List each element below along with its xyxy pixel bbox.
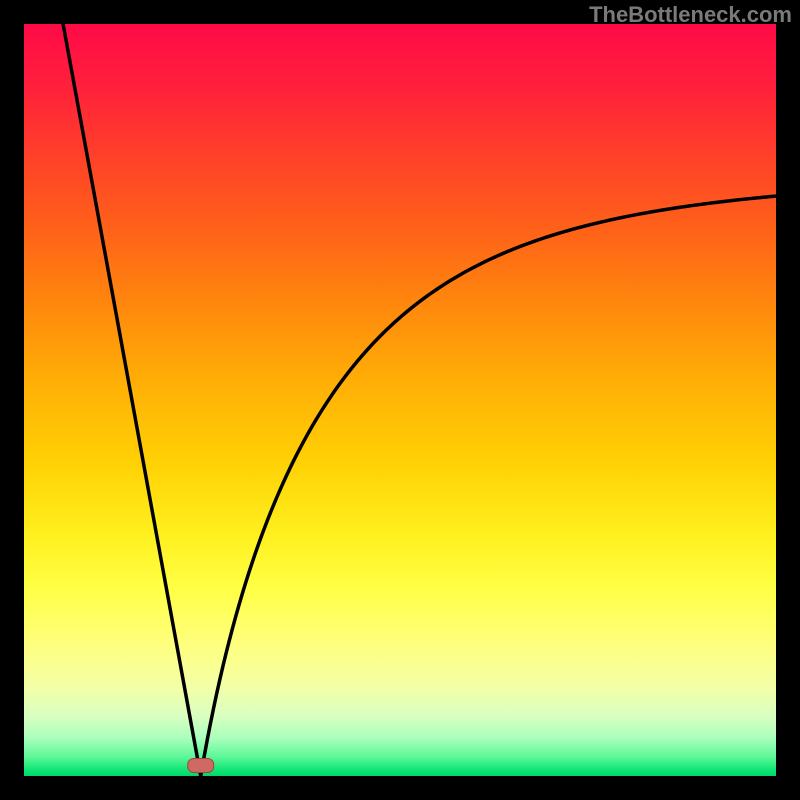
chart-container: TheBottleneck.com <box>0 0 800 800</box>
watermark-text: TheBottleneck.com <box>589 2 792 28</box>
optimal-point-marker <box>188 758 214 772</box>
bottleneck-chart <box>0 0 800 800</box>
plot-gradient-background <box>24 24 776 776</box>
